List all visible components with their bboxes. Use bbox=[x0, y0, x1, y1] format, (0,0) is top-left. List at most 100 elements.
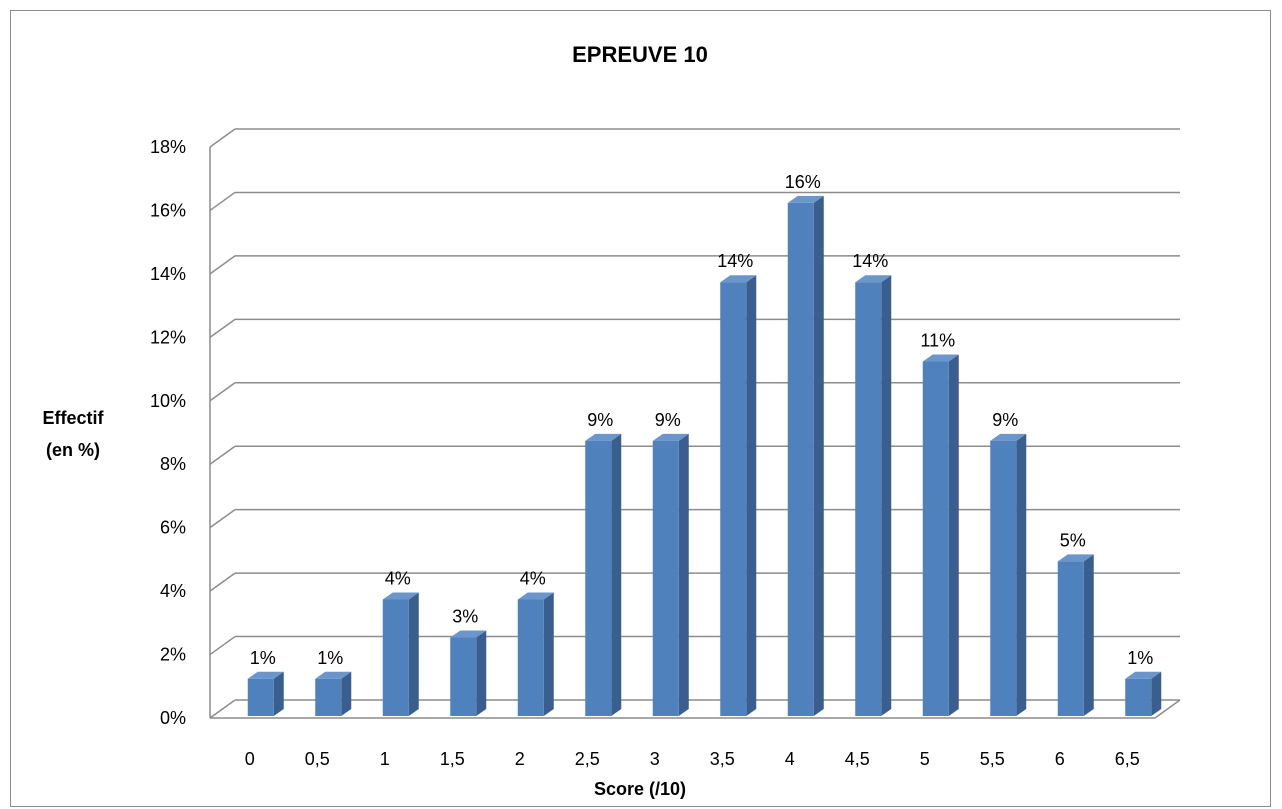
bar-side bbox=[341, 671, 352, 716]
gridline-diagonal bbox=[209, 445, 236, 465]
data-label: 5% bbox=[1060, 530, 1086, 550]
data-label: 16% bbox=[785, 172, 821, 192]
bar-side bbox=[813, 195, 824, 716]
bar-top bbox=[922, 354, 959, 362]
y-axis-title-line2: (en %) bbox=[46, 440, 100, 460]
bar-top bbox=[585, 433, 622, 441]
gridline-diagonal bbox=[209, 255, 236, 275]
y-tick-label: 6% bbox=[160, 518, 186, 538]
bar-side bbox=[1151, 671, 1162, 716]
y-tick-label: 16% bbox=[150, 200, 186, 220]
bar bbox=[787, 202, 814, 716]
gridline-diagonal bbox=[209, 128, 236, 148]
x-tick-label: 1 bbox=[380, 749, 390, 769]
bar-side bbox=[273, 671, 284, 716]
bar-top bbox=[652, 433, 689, 441]
y-tick-label: 10% bbox=[150, 391, 186, 411]
x-tick-label: 6,5 bbox=[1115, 749, 1140, 769]
bar-top bbox=[1057, 554, 1094, 562]
data-label: 1% bbox=[317, 648, 343, 668]
data-label: 14% bbox=[717, 251, 753, 271]
floor-right-edge bbox=[1154, 699, 1181, 719]
gridline-diagonal bbox=[209, 318, 236, 338]
x-tick-label: 6 bbox=[1055, 749, 1065, 769]
bar bbox=[382, 599, 409, 716]
x-tick-label: 4,5 bbox=[845, 749, 870, 769]
gridline-diagonal bbox=[209, 382, 236, 402]
x-tick-label: 2,5 bbox=[575, 749, 600, 769]
bar-top bbox=[990, 433, 1027, 441]
data-label: 4% bbox=[385, 568, 411, 588]
gridline-diagonal bbox=[209, 572, 236, 592]
bar-side bbox=[611, 433, 622, 716]
bar bbox=[517, 599, 544, 716]
data-label: 4% bbox=[520, 568, 546, 588]
bar-side bbox=[948, 354, 959, 716]
x-tick-label: 0,5 bbox=[305, 749, 330, 769]
bar-top bbox=[1125, 671, 1162, 679]
y-tick-label: 12% bbox=[150, 327, 186, 347]
bar-side bbox=[881, 275, 892, 716]
bar bbox=[1125, 678, 1152, 716]
bar bbox=[247, 678, 274, 716]
bar-top bbox=[247, 671, 284, 679]
data-label: 1% bbox=[250, 648, 276, 668]
data-label: 9% bbox=[587, 410, 613, 430]
bar-top bbox=[720, 275, 757, 283]
bar-top bbox=[855, 275, 892, 283]
chart-title: EPREUVE 10 bbox=[572, 42, 708, 67]
y-axis-ticks: 0% 2% 4% 6% 8% 10% 12% 14% 16% 18% bbox=[150, 137, 186, 728]
bar bbox=[990, 440, 1017, 716]
x-tick-label: 0 bbox=[245, 749, 255, 769]
y-tick-label: 8% bbox=[160, 454, 186, 474]
y-tick-label: 18% bbox=[150, 137, 186, 157]
bar-top bbox=[382, 592, 419, 600]
bar-side bbox=[476, 630, 487, 716]
bar-side bbox=[678, 433, 689, 716]
bar bbox=[585, 440, 612, 716]
x-tick-label: 3,5 bbox=[710, 749, 735, 769]
gridline-diagonal bbox=[209, 191, 236, 212]
bar bbox=[720, 282, 747, 716]
data-label: 14% bbox=[852, 251, 888, 271]
bar bbox=[1057, 561, 1084, 716]
bar bbox=[450, 637, 477, 716]
bar-side bbox=[746, 275, 757, 716]
x-tick-label: 3 bbox=[650, 749, 660, 769]
bar-side bbox=[408, 592, 419, 716]
y-axis-title-line1: Effectif bbox=[42, 408, 104, 428]
data-label: 11% bbox=[920, 331, 955, 351]
x-tick-label: 5,5 bbox=[980, 749, 1005, 769]
y-tick-label: 0% bbox=[160, 708, 186, 728]
bar-side bbox=[1016, 433, 1027, 716]
x-axis-title: Score (/10) bbox=[594, 779, 686, 799]
bar-top bbox=[315, 671, 352, 679]
bars: 1% 1% 4% 3% 4% 9% 9% 14% 16% 14% 11% 9% 5% 1% bbox=[247, 172, 1162, 716]
gridline-diagonal bbox=[209, 635, 236, 656]
data-label: 9% bbox=[992, 410, 1018, 430]
bar-top bbox=[517, 592, 554, 600]
gridline-diagonal bbox=[209, 509, 236, 529]
bar bbox=[922, 361, 949, 716]
x-tick-label: 1,5 bbox=[440, 749, 465, 769]
x-tick-label: 4 bbox=[785, 749, 795, 769]
x-tick-label: 2 bbox=[515, 749, 525, 769]
bar-top bbox=[787, 195, 824, 203]
x-tick-label: 5 bbox=[920, 749, 930, 769]
bar-side bbox=[543, 592, 554, 716]
data-label: 1% bbox=[1127, 648, 1153, 668]
gridlines bbox=[209, 128, 1181, 719]
bar bbox=[315, 678, 342, 716]
data-label: 3% bbox=[452, 607, 478, 627]
x-axis-ticks: 0 0,5 1 1,5 2 2,5 3 3,5 4 4,5 5 5,5 6 6,5 bbox=[245, 749, 1140, 769]
y-tick-label: 14% bbox=[150, 264, 186, 284]
y-tick-label: 4% bbox=[160, 581, 186, 601]
bar bbox=[652, 440, 679, 716]
data-label: 9% bbox=[655, 410, 681, 430]
gridline-diagonal bbox=[209, 699, 236, 719]
bar bbox=[855, 282, 882, 716]
bar-top bbox=[450, 630, 487, 638]
bar-side bbox=[1083, 554, 1094, 716]
y-tick-label: 2% bbox=[160, 645, 186, 665]
